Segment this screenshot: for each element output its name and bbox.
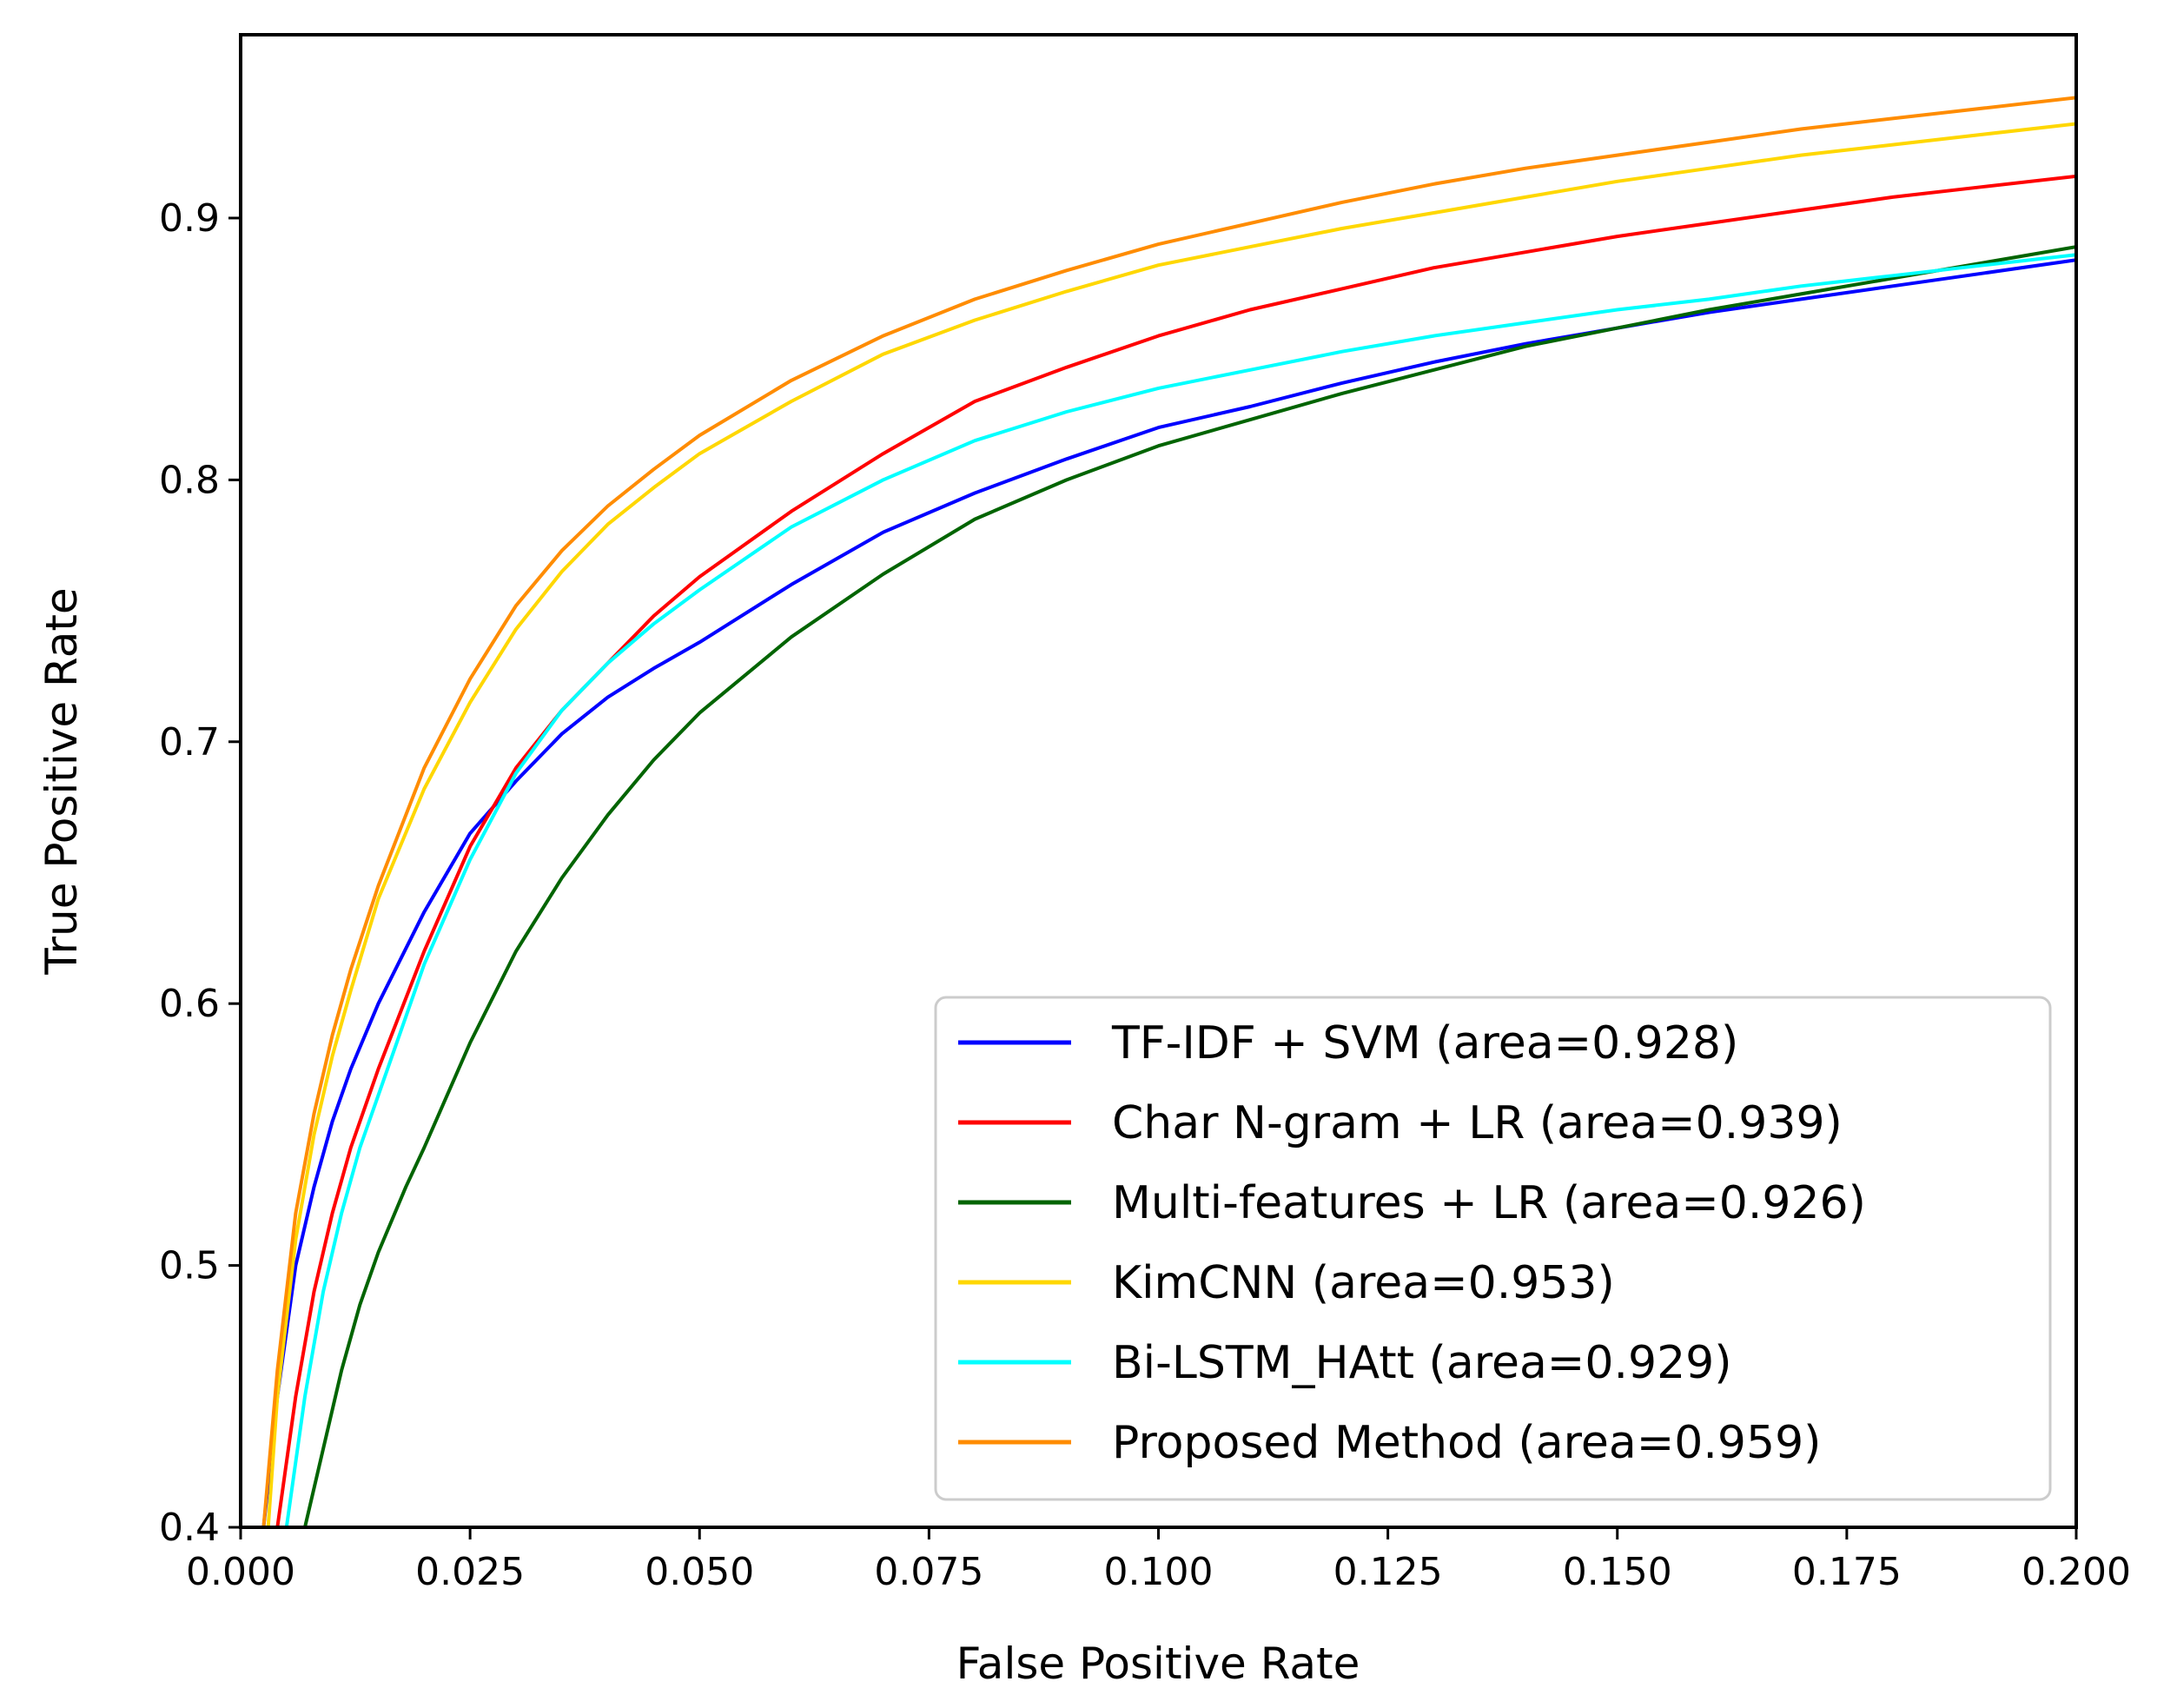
series-layer xyxy=(261,96,2076,1527)
x-tick-label: 0.100 xyxy=(1104,1550,1214,1594)
x-axis: 0.000 0.025 0.050 0.075 0.100 0.125 0.150 0.175… xyxy=(186,1527,2131,1594)
y-tick-label: 0.4 xyxy=(159,1506,220,1550)
x-tick-label: 0.125 xyxy=(1333,1550,1443,1594)
legend-label: Bi-LSTM_HAtt (area=0.929) xyxy=(1112,1337,1732,1389)
y-tick-label: 0.6 xyxy=(159,982,220,1026)
x-tick-label: 0.175 xyxy=(1792,1550,1902,1594)
legend-label: Proposed Method (area=0.959) xyxy=(1112,1417,1821,1469)
y-tick-label: 0.5 xyxy=(159,1244,220,1288)
x-axis-label: False Positive Rate xyxy=(956,1638,1360,1689)
legend-label: KimCNN (area=0.953) xyxy=(1112,1257,1615,1309)
series-line-2 xyxy=(303,245,2076,1527)
legend-label: Char N-gram + LR (area=0.939) xyxy=(1112,1097,1843,1149)
legend: TF-IDF + SVM (area=0.928) Char N-gram + L… xyxy=(934,996,2052,1501)
x-tick-label: 0.000 xyxy=(186,1550,295,1594)
y-axis: 0.4 0.5 0.6 0.7 0.8 0.9 xyxy=(159,196,241,1550)
y-tick-label: 0.7 xyxy=(159,720,220,765)
series-line-5 xyxy=(261,96,2076,1527)
x-tick-label: 0.050 xyxy=(645,1550,754,1594)
x-tick-label: 0.200 xyxy=(2022,1550,2131,1594)
legend-box xyxy=(934,996,2052,1501)
series-line-3 xyxy=(266,122,2076,1527)
y-tick-label: 0.9 xyxy=(159,196,220,241)
legend-label: TF-IDF + SVM (area=0.928) xyxy=(1111,1017,1738,1069)
legend-label: Multi-features + LR (area=0.926) xyxy=(1112,1177,1866,1229)
series-line-4 xyxy=(284,253,2076,1527)
x-tick-label: 0.150 xyxy=(1563,1550,1672,1594)
series-line-1 xyxy=(275,174,2076,1527)
y-axis-label: True Positive Rate xyxy=(36,587,87,975)
x-tick-label: 0.075 xyxy=(874,1550,983,1594)
x-tick-label: 0.025 xyxy=(415,1550,525,1594)
y-tick-label: 0.8 xyxy=(159,458,220,502)
